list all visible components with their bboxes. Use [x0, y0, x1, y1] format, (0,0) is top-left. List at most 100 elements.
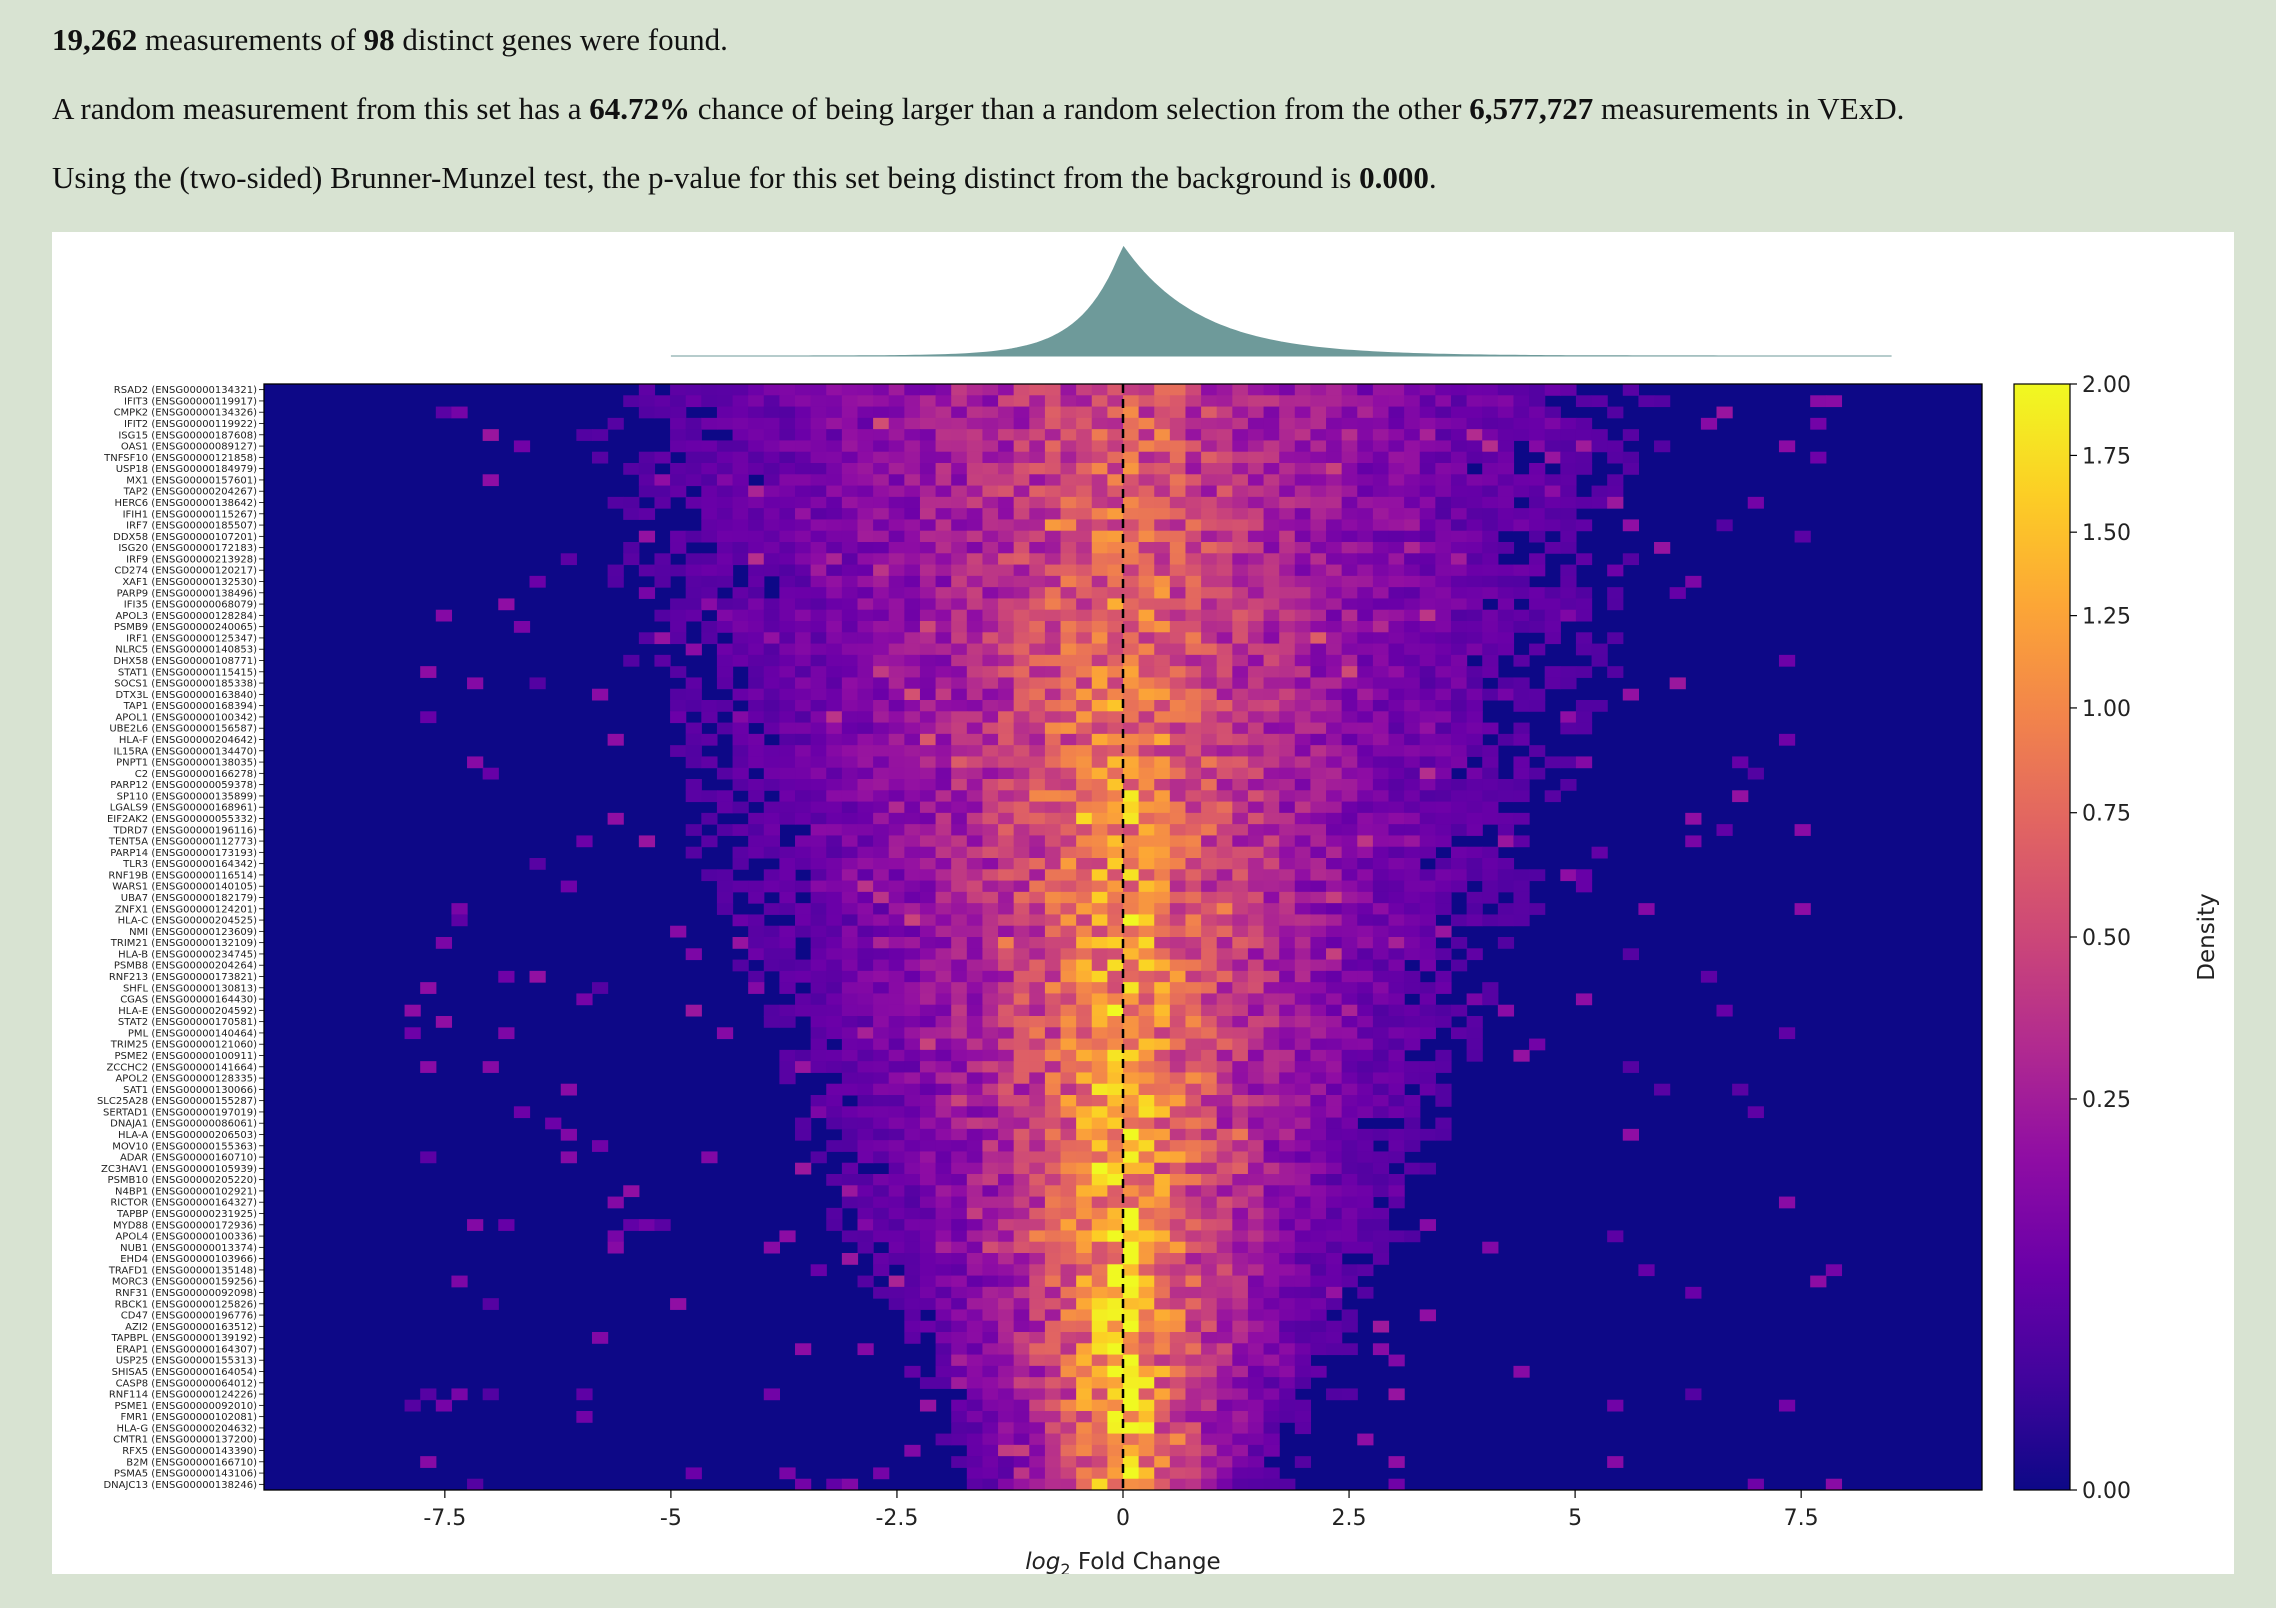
heatmap-cell — [1232, 1264, 1249, 1277]
heatmap-cell — [888, 858, 905, 870]
heatmap-cell — [810, 508, 827, 520]
heatmap-cell — [810, 869, 827, 882]
heatmap-cell — [1263, 384, 1280, 396]
heatmap-cell — [779, 395, 796, 408]
heatmap-cell — [1029, 1467, 1046, 1480]
heatmap-cell — [1029, 1219, 1046, 1231]
heatmap-cell — [1138, 1140, 1155, 1152]
heatmap-cell — [951, 970, 968, 983]
heatmap-row — [716, 891, 1530, 904]
heatmap-cell — [1123, 745, 1140, 757]
heatmap-cell — [1138, 1320, 1155, 1333]
heatmap-cell — [1466, 733, 1483, 746]
heatmap-cell — [982, 1185, 999, 1198]
heatmap-cell — [1529, 508, 1546, 520]
heatmap-cell — [1326, 1230, 1343, 1243]
heatmap-cell — [1263, 1241, 1280, 1254]
heatmap-cell — [1216, 1027, 1233, 1040]
heatmap-cell — [998, 1264, 1015, 1277]
heatmap-row — [670, 700, 1608, 712]
heatmap-row — [638, 384, 1639, 396]
heatmap-cell — [951, 1117, 968, 1130]
heatmap-row — [404, 1004, 1733, 1017]
heatmap-cell — [1201, 1309, 1218, 1322]
heatmap-cell — [826, 869, 843, 882]
heatmap-cell — [1419, 982, 1436, 994]
heatmap-cell — [1201, 903, 1218, 915]
heatmap-cell — [1247, 654, 1265, 667]
heatmap-cell — [1201, 1061, 1218, 1073]
heatmap-cell — [1279, 700, 1296, 712]
heatmap-cell — [857, 417, 874, 430]
heatmap-cell — [1435, 384, 1452, 396]
heatmap-cell — [1404, 429, 1421, 441]
heatmap-cell — [1060, 519, 1077, 532]
heatmap-cell — [1154, 801, 1171, 814]
heatmap-cell — [1138, 846, 1155, 859]
heatmap-cell — [935, 1106, 952, 1119]
heatmap-cell — [1185, 429, 1202, 441]
heatmap-cell — [1294, 1219, 1312, 1231]
heatmap-cell — [1326, 395, 1343, 408]
heatmap-cell — [873, 700, 890, 712]
heatmap-cell — [1466, 417, 1483, 430]
heatmap-cell — [1404, 1027, 1421, 1040]
heatmap-cell — [435, 1399, 453, 1412]
heatmap-cell — [1154, 767, 1171, 780]
heatmap-cell — [1013, 474, 1030, 487]
heatmap-cell — [1294, 417, 1312, 430]
heatmap-cell — [1326, 880, 1343, 893]
heatmap-cell — [1076, 1072, 1093, 1085]
heatmap-cell — [1450, 587, 1468, 599]
heatmap-cell — [1013, 688, 1030, 701]
heatmap-cell — [935, 880, 952, 893]
heatmap-cell — [935, 790, 952, 803]
heatmap-cell — [779, 474, 796, 487]
heatmap-cell — [1607, 564, 1624, 577]
heatmap-cell — [1263, 451, 1280, 464]
heatmap-cell — [795, 632, 812, 645]
heatmap-cell — [1529, 745, 1546, 757]
heatmap-cell — [1216, 1422, 1233, 1435]
heatmap-cell — [638, 395, 656, 408]
heatmap-cell — [935, 1264, 952, 1277]
heatmap-cell — [966, 1106, 984, 1119]
heatmap-cell — [685, 745, 702, 757]
heatmap-cell — [1091, 1275, 1108, 1288]
heatmap-cell — [1279, 564, 1296, 577]
heatmap-cell — [1201, 621, 1218, 633]
heatmap-cell — [1341, 384, 1358, 396]
heatmap-cell — [1216, 1365, 1233, 1378]
heatmap-cell — [1435, 463, 1452, 475]
heatmap-cell — [1388, 869, 1405, 882]
heatmap-cell — [810, 937, 827, 949]
heatmap-cell — [1060, 632, 1077, 645]
heatmap-cell — [1013, 553, 1030, 566]
heatmap-cell — [1279, 463, 1296, 475]
heatmap-cell — [873, 406, 890, 419]
heatmap-cell — [982, 711, 999, 724]
heatmap-cell — [951, 417, 968, 430]
heatmap-cell — [1185, 1286, 1202, 1299]
heatmap-cell — [1310, 970, 1327, 983]
heatmap-cell — [1466, 779, 1483, 791]
heatmap-cell — [1232, 553, 1249, 566]
heatmap-cell — [1419, 654, 1436, 667]
heatmap-cell — [1044, 1241, 1062, 1254]
heatmap-cell — [1076, 1241, 1093, 1254]
heatmap-cell — [1091, 745, 1108, 757]
heatmap-cell — [1263, 1061, 1280, 1073]
heatmap-cell — [857, 970, 874, 983]
heatmap-cell — [1247, 1298, 1265, 1310]
gene-label: RNF213 (ENSG00000173821) — [109, 972, 257, 983]
heatmap-cell — [998, 1309, 1015, 1322]
heatmap-cell — [1185, 1151, 1202, 1164]
heatmap-cell — [810, 485, 827, 498]
heatmap-cell — [1060, 1162, 1077, 1175]
heatmap-cell — [1263, 835, 1280, 848]
heatmap-cell — [1029, 1106, 1046, 1119]
heatmap-cell — [1029, 384, 1046, 396]
heatmap-cell — [873, 598, 890, 611]
heatmap-cell — [1029, 767, 1046, 780]
heatmap-cell — [982, 858, 999, 870]
